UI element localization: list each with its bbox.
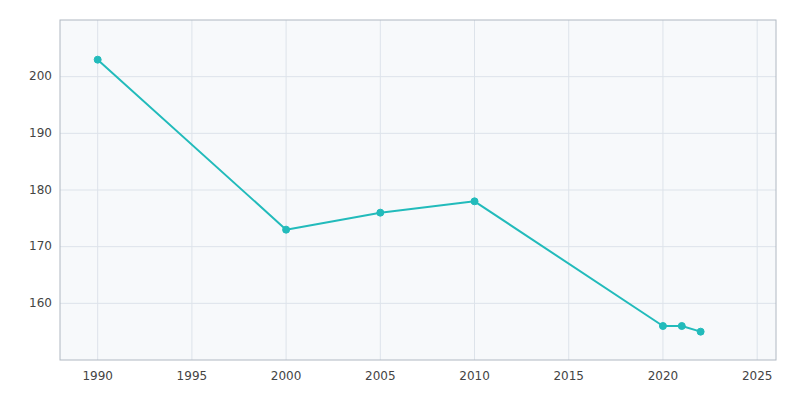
grid-line-x: [380, 20, 381, 360]
marker: [94, 56, 101, 63]
grid-line-x: [97, 20, 98, 360]
x-tick-label: 1995: [177, 369, 208, 383]
chart-container: 160 170 180 190 200 1990 1995 2000 2005 2010 2015 2…: [0, 0, 800, 400]
y-tick-label: 180: [29, 183, 52, 197]
tick-labels: 160 170 180 190 200 1990 1995 2000 2005 2010 2015 2…: [29, 69, 772, 383]
y-tick-label: 170: [29, 239, 52, 253]
grid-line-y: [60, 133, 776, 134]
x-tick-label: 2020: [648, 369, 679, 383]
plot-background: [60, 20, 776, 360]
grid-line-y: [60, 190, 776, 191]
grid-line-y: [60, 76, 776, 77]
x-tick-label: 2010: [459, 369, 490, 383]
grid-line-x: [191, 20, 192, 360]
x-tick-label: 2015: [553, 369, 584, 383]
marker: [377, 209, 384, 216]
y-tick-label: 160: [29, 296, 52, 310]
marker: [471, 198, 478, 205]
series: [94, 56, 704, 335]
marker: [678, 323, 685, 330]
chart-svg: 160 170 180 190 200 1990 1995 2000 2005 2010 2015 2…: [0, 0, 800, 400]
grid-line-x: [474, 20, 475, 360]
x-tick-label: 2025: [742, 369, 773, 383]
marker: [659, 323, 666, 330]
marker: [697, 328, 704, 335]
grid: [60, 20, 776, 360]
grid-line-x: [757, 20, 758, 360]
x-tick-label: 1990: [82, 369, 113, 383]
x-tick-label: 2005: [365, 369, 396, 383]
marker: [283, 226, 290, 233]
y-tick-label: 190: [29, 126, 52, 140]
x-tick-label: 2000: [271, 369, 302, 383]
grid-line-y: [60, 303, 776, 304]
line: [98, 60, 701, 332]
grid-line-x: [662, 20, 663, 360]
grid-line-x: [568, 20, 569, 360]
grid-line-x: [286, 20, 287, 360]
y-tick-label: 200: [29, 69, 52, 83]
grid-line-y: [60, 246, 776, 247]
plot-frame: [60, 20, 776, 360]
